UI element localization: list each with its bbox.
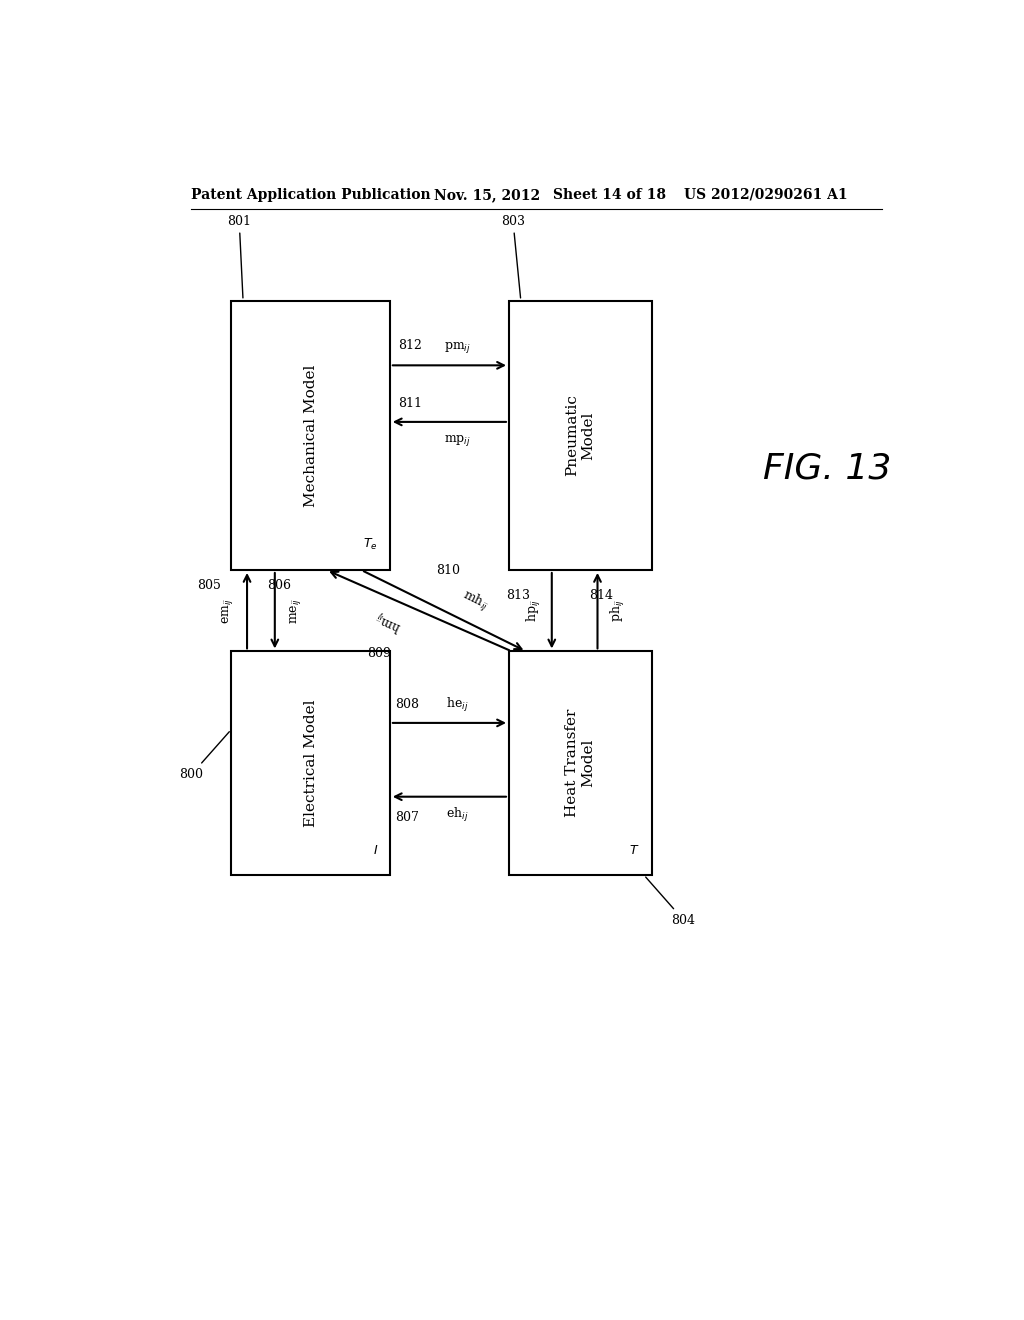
Text: $I$: $I$ xyxy=(373,843,378,857)
Text: Electrical Model: Electrical Model xyxy=(303,700,317,826)
Text: $T$: $T$ xyxy=(630,843,640,857)
Text: em$_{ij}$: em$_{ij}$ xyxy=(220,598,236,624)
Bar xyxy=(509,301,651,570)
Bar xyxy=(231,651,390,875)
Text: 810: 810 xyxy=(435,564,460,577)
Text: he$_{ij}$: he$_{ij}$ xyxy=(446,696,469,714)
Text: Sheet 14 of 18: Sheet 14 of 18 xyxy=(553,187,666,202)
Text: Nov. 15, 2012: Nov. 15, 2012 xyxy=(433,187,540,202)
Text: 811: 811 xyxy=(397,397,422,411)
Text: eh$_{ij}$: eh$_{ij}$ xyxy=(446,807,469,824)
Text: me$_{ij}$: me$_{ij}$ xyxy=(288,598,303,624)
Text: Mechanical Model: Mechanical Model xyxy=(303,364,317,507)
Text: 800: 800 xyxy=(179,731,229,781)
Text: 812: 812 xyxy=(397,338,422,351)
Text: 814: 814 xyxy=(590,589,613,602)
Text: pm$_{ij}$: pm$_{ij}$ xyxy=(444,339,471,355)
Text: hm$_{ij}$: hm$_{ij}$ xyxy=(373,607,404,635)
Text: 809: 809 xyxy=(368,647,391,660)
Text: $T_e$: $T_e$ xyxy=(364,537,378,552)
Text: Heat Transfer
Model: Heat Transfer Model xyxy=(565,709,595,817)
Text: US 2012/0290261 A1: US 2012/0290261 A1 xyxy=(684,187,847,202)
Text: 803: 803 xyxy=(501,215,525,298)
Text: 813: 813 xyxy=(507,589,530,602)
Text: 801: 801 xyxy=(227,215,251,298)
Text: mp$_{ij}$: mp$_{ij}$ xyxy=(444,433,471,447)
Text: mh$_{ij}$: mh$_{ij}$ xyxy=(460,586,492,615)
Text: Patent Application Publication: Patent Application Publication xyxy=(191,187,431,202)
Bar xyxy=(509,651,651,875)
Text: Pneumatic
Model: Pneumatic Model xyxy=(565,395,595,477)
Text: 807: 807 xyxy=(395,810,419,824)
Text: 808: 808 xyxy=(395,698,420,711)
Bar xyxy=(231,301,390,570)
Text: 806: 806 xyxy=(267,578,291,591)
Text: hp$_{ij}$: hp$_{ij}$ xyxy=(525,599,544,622)
Text: ph$_{ij}$: ph$_{ij}$ xyxy=(609,599,627,622)
Text: 804: 804 xyxy=(646,876,695,927)
Text: 805: 805 xyxy=(197,578,221,591)
Text: FIG. 13: FIG. 13 xyxy=(763,451,891,486)
